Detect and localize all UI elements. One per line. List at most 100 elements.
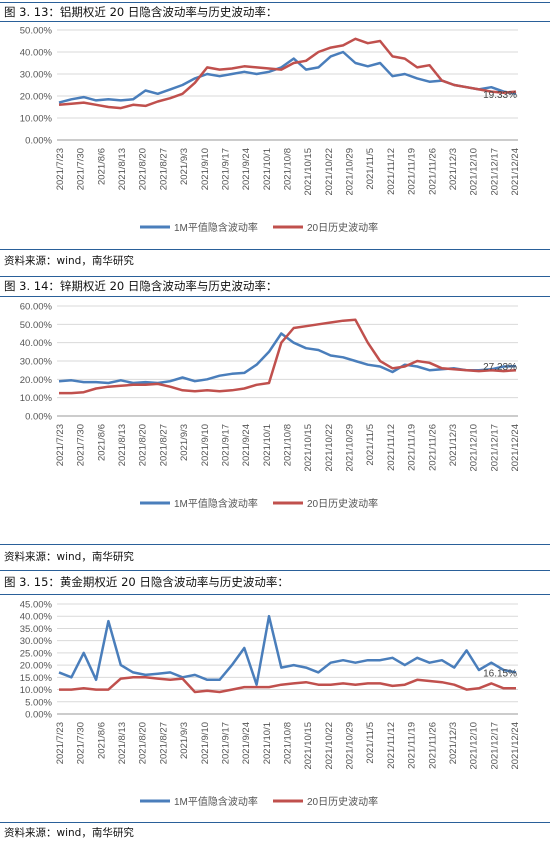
y-tick-label: 0.00% (25, 136, 52, 147)
legend-label: 1M平值隐含波动率 (174, 795, 258, 808)
x-tick-label: 2021/12/3 (448, 148, 459, 190)
series-line (58, 614, 517, 686)
legend-label: 20日历史波动率 (307, 795, 378, 808)
x-tick-label: 2021/11/5 (365, 148, 376, 190)
x-tick-label: 2021/8/27 (158, 424, 169, 466)
x-tick-label: 2021/10/22 (324, 424, 335, 472)
series-line (58, 332, 517, 385)
x-tick-label: 2021/10/22 (324, 148, 335, 196)
y-tick-label: 30.00% (20, 636, 53, 647)
x-tick-label: 2021/11/12 (386, 148, 397, 195)
x-tick-label: 2021/12/17 (489, 722, 500, 770)
x-tick-label: 2021/11/26 (427, 424, 438, 471)
x-tick-label: 2021/12/10 (469, 148, 480, 196)
x-tick-label: 2021/11/12 (386, 424, 397, 471)
y-tick-label: 20.00% (20, 92, 53, 103)
x-tick-label: 2021/9/17 (220, 722, 231, 764)
x-tick-label: 2021/8/6 (96, 424, 107, 461)
x-tick-label: 2021/8/6 (96, 148, 107, 185)
chart-1-caption: 图 3. 13：铝期权近 20 日隐含波动率与历史波动率： (4, 5, 278, 19)
y-tick-label: 40.00% (20, 612, 53, 623)
x-tick-label: 2021/9/3 (179, 148, 190, 185)
x-tick-label: 2021/10/8 (283, 424, 294, 466)
x-tick-label: 2021/9/24 (241, 424, 252, 466)
x-tick-label: 2021/8/13 (117, 424, 128, 466)
legend-label: 20日历史波动率 (307, 497, 378, 510)
y-tick-label: 30.00% (20, 357, 53, 368)
x-tick-label: 2021/10/1 (262, 148, 273, 190)
chart-1-source: 资料来源：wind，南华研究 (4, 255, 134, 267)
x-tick-label: 2021/8/20 (138, 148, 149, 190)
y-tick-label: 20.00% (20, 375, 53, 386)
caption-rule-2 (0, 296, 550, 297)
x-tick-label: 2021/9/24 (241, 722, 252, 764)
x-tick-label: 2021/12/10 (469, 722, 480, 770)
x-tick-label: 2021/12/24 (510, 424, 521, 472)
x-tick-label: 2021/12/3 (448, 722, 459, 764)
x-tick-label: 2021/12/17 (489, 424, 500, 472)
x-tick-label: 2021/8/13 (117, 722, 128, 764)
x-tick-label: 2021/10/8 (283, 148, 294, 190)
x-tick-label: 2021/10/1 (262, 424, 273, 466)
end-value-label: 16.15% (483, 668, 517, 679)
caption-rule-3 (0, 594, 550, 595)
x-tick-label: 2021/10/15 (303, 148, 314, 196)
chart-2-bottom-rule (0, 544, 550, 545)
y-tick-label: 20.00% (20, 661, 53, 672)
x-tick-label: 2021/8/6 (96, 722, 107, 759)
x-tick-label: 2021/11/26 (427, 148, 438, 195)
chart-3-bottom-rule (0, 822, 550, 823)
chart-3-caption: 图 3. 15：黄金期权近 20 日隐含波动率与历史波动率： (4, 575, 289, 589)
x-tick-label: 2021/11/26 (427, 722, 438, 769)
end-value-label: 27.23% (483, 362, 517, 373)
series-line (58, 37, 517, 110)
y-tick-label: 40.00% (20, 338, 53, 349)
x-tick-label: 2021/8/20 (138, 722, 149, 764)
x-tick-label: 2021/7/30 (76, 722, 87, 764)
top-rule-2 (0, 276, 550, 277)
x-tick-label: 2021/10/22 (324, 722, 335, 770)
x-tick-label: 2021/10/29 (345, 148, 356, 196)
x-tick-label: 2021/9/10 (200, 722, 211, 764)
series-line (58, 50, 517, 104)
x-tick-label: 2021/10/29 (345, 722, 356, 770)
x-tick-label: 2021/9/10 (200, 424, 211, 466)
x-tick-label: 2021/10/29 (345, 424, 356, 472)
x-tick-label: 2021/9/17 (220, 424, 231, 466)
x-tick-label: 2021/11/5 (365, 722, 376, 764)
x-tick-label: 2021/10/8 (283, 722, 294, 764)
x-tick-label: 2021/12/3 (448, 424, 459, 466)
x-tick-label: 2021/9/3 (179, 424, 190, 461)
legend-label: 1M平值隐含波动率 (174, 497, 258, 510)
x-tick-label: 2021/7/23 (55, 148, 66, 190)
x-tick-label: 2021/12/10 (469, 424, 480, 472)
chart-2: 0.00% 10.00% 20.00% 30.00% 40.00% 50.00% 60.00… (20, 302, 521, 511)
y-tick-label: 0.00% (25, 710, 52, 721)
top-rule-1 (0, 2, 550, 3)
y-tick-label: 25.00% (20, 648, 53, 659)
y-tick-label: 0.00% (25, 412, 52, 423)
y-tick-label: 15.00% (20, 673, 53, 684)
x-tick-label: 2021/7/30 (76, 424, 87, 466)
x-tick-label: 2021/10/1 (262, 722, 273, 764)
y-tick-label: 35.00% (20, 624, 53, 635)
x-tick-label: 2021/7/30 (76, 148, 87, 190)
x-tick-label: 2021/8/27 (158, 148, 169, 190)
x-tick-label: 2021/9/3 (179, 722, 190, 759)
x-tick-label: 2021/7/23 (55, 424, 66, 466)
y-tick-label: 45.00% (20, 600, 53, 611)
x-tick-label: 2021/8/27 (158, 722, 169, 764)
chart-1: 0.00% 10.00% 20.00% 30.00% 40.00% 50.00% 2021/… (20, 26, 521, 235)
y-tick-label: 10.00% (20, 393, 53, 404)
y-tick-label: 5.00% (25, 697, 52, 708)
series-line (59, 676, 516, 694)
chart-2-caption: 图 3. 14：锌期权近 20 日隐含波动率与历史波动率： (4, 279, 278, 293)
x-tick-label: 2021/11/5 (365, 424, 376, 466)
chart-3: 0.00% 5.00%10.00%15.00%20.00% 25.00%30.00%… (20, 600, 521, 809)
x-tick-label: 2021/8/13 (117, 148, 128, 190)
x-tick-label: 2021/11/19 (407, 722, 418, 769)
chart-2-source: 资料来源：wind，南华研究 (4, 551, 134, 563)
x-tick-label: 2021/10/15 (303, 722, 314, 770)
x-tick-label: 2021/11/19 (407, 424, 418, 471)
y-tick-label: 40.00% (20, 48, 53, 59)
